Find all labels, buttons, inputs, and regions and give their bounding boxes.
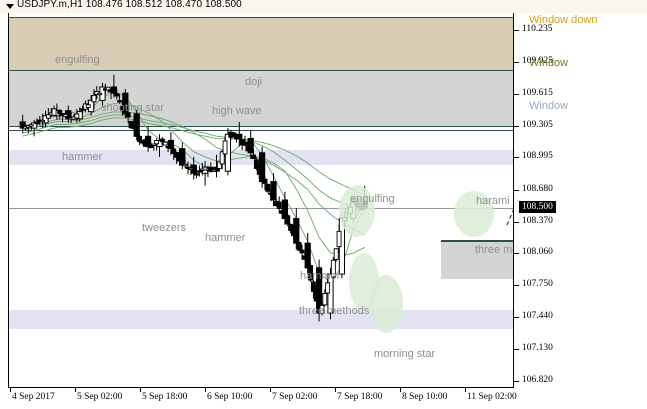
price-tick-label: 109.615 bbox=[522, 87, 553, 98]
pattern-label-harami: harami bbox=[476, 195, 510, 207]
time-tick-label: 6 Sep 10:00 bbox=[207, 392, 253, 402]
price-tick bbox=[514, 61, 519, 63]
triangle-down-icon[interactable] bbox=[6, 4, 14, 9]
time-tick-label: 11 Sep 02:00 bbox=[467, 392, 517, 402]
time-tick bbox=[335, 388, 336, 392]
pattern-highlight-morningstar bbox=[369, 275, 403, 333]
price-tick-label: 108.680 bbox=[522, 183, 553, 194]
time-tick bbox=[465, 388, 466, 392]
time-tick-label: 7 Sep 02:00 bbox=[272, 392, 318, 402]
window-upper-band-inner bbox=[9, 121, 513, 122]
time-tick-label: 4 Sep 2017 bbox=[12, 392, 55, 402]
current-price-label: 108.500 bbox=[519, 201, 556, 214]
pattern-label-three-methods: three methods bbox=[475, 244, 513, 256]
price-tick bbox=[514, 221, 519, 223]
pattern-label-hammer: hammer bbox=[300, 270, 341, 282]
pattern-label-high-wave: high wave bbox=[212, 105, 262, 117]
chart-header[interactable]: USDJPY.m,H1 108.476 108.512 108.470 108.… bbox=[0, 0, 647, 13]
pattern-label-three-methods: three methods bbox=[299, 305, 370, 317]
price-tick-label: 109.305 bbox=[522, 119, 553, 130]
time-tick-label: 5 Sep 02:00 bbox=[77, 392, 123, 402]
price-tick-label: 109.925 bbox=[522, 55, 553, 66]
pattern-highlight-harami bbox=[454, 191, 494, 237]
price-tick-label: 106.820 bbox=[522, 374, 553, 385]
price-tick bbox=[514, 125, 519, 127]
price-tick-label: 108.995 bbox=[522, 151, 553, 162]
pattern-label-hammer: hammer bbox=[205, 232, 246, 244]
plot-frame-bottom bbox=[8, 387, 514, 388]
time-axis[interactable]: 4 Sep 2017 5 Sep 02:00 5 Sep 18:00 6 Sep 10… bbox=[0, 388, 647, 409]
window-upper-band-bottom bbox=[9, 126, 513, 127]
current-price-line bbox=[9, 208, 513, 210]
pattern-label-doji: doji bbox=[245, 76, 263, 88]
time-tick bbox=[140, 388, 141, 392]
forecast-box bbox=[441, 241, 513, 279]
pattern-label-tweezers: tweezers bbox=[142, 222, 187, 234]
window-down-band bbox=[9, 18, 513, 70]
time-tick bbox=[75, 388, 76, 392]
time-tick bbox=[270, 388, 271, 392]
window-down-band-bottom bbox=[9, 70, 513, 71]
price-tick bbox=[514, 317, 519, 319]
window-label-upper: Window bbox=[529, 57, 569, 69]
price-tick bbox=[514, 157, 519, 159]
price-tick-label: 107.130 bbox=[522, 343, 553, 354]
time-tick-label: 8 Sep 10:00 bbox=[402, 392, 448, 402]
price-tick-label: 108.060 bbox=[522, 247, 553, 258]
price-tick bbox=[514, 349, 519, 351]
time-tick-label: 7 Sep 18:00 bbox=[337, 392, 383, 402]
plot-frame-left bbox=[8, 10, 9, 388]
pattern-label-morning-star: morning star bbox=[374, 348, 436, 360]
plot-frame-right bbox=[513, 10, 514, 388]
window-down-band-top bbox=[9, 17, 513, 18]
price-tick bbox=[514, 29, 519, 31]
window-upper-band-inner2 bbox=[9, 130, 513, 131]
pattern-label-hammer: hammer bbox=[62, 151, 103, 163]
price-tick bbox=[514, 253, 519, 255]
price-tick-label: 110.235 bbox=[522, 23, 553, 34]
price-tick bbox=[514, 93, 519, 95]
plot-area[interactable]: engulfing doji shooting star high wave hamme… bbox=[9, 13, 513, 385]
time-tick bbox=[205, 388, 206, 392]
window-label-lower: Window bbox=[529, 100, 569, 112]
price-tick-label: 107.440 bbox=[522, 311, 553, 322]
pattern-highlight-engulfing bbox=[339, 185, 375, 237]
time-tick bbox=[400, 388, 401, 392]
price-tick bbox=[514, 285, 519, 287]
pattern-label-shooting-star: shooting star bbox=[101, 102, 164, 114]
window-down-label: Window down bbox=[529, 14, 598, 26]
price-series-layer bbox=[19, 74, 513, 322]
symbol-ohlc-label: USDJPY.m,H1 108.476 108.512 108.470 108.… bbox=[17, 0, 242, 10]
price-axis[interactable]: 110.235 109.925 109.615 109.305 108.995 108.6… bbox=[514, 13, 647, 385]
price-tick-label: 108.370 bbox=[522, 215, 553, 226]
price-tick bbox=[514, 380, 519, 382]
price-tick-label: 107.750 bbox=[522, 279, 553, 290]
price-tick bbox=[514, 189, 519, 191]
time-tick bbox=[10, 388, 11, 392]
forecast-box-top-edge bbox=[441, 240, 513, 242]
pattern-label-engulfing: engulfing bbox=[350, 193, 395, 205]
pattern-label-engulfing: engulfing bbox=[55, 54, 100, 66]
time-tick-label: 5 Sep 18:00 bbox=[142, 392, 188, 402]
